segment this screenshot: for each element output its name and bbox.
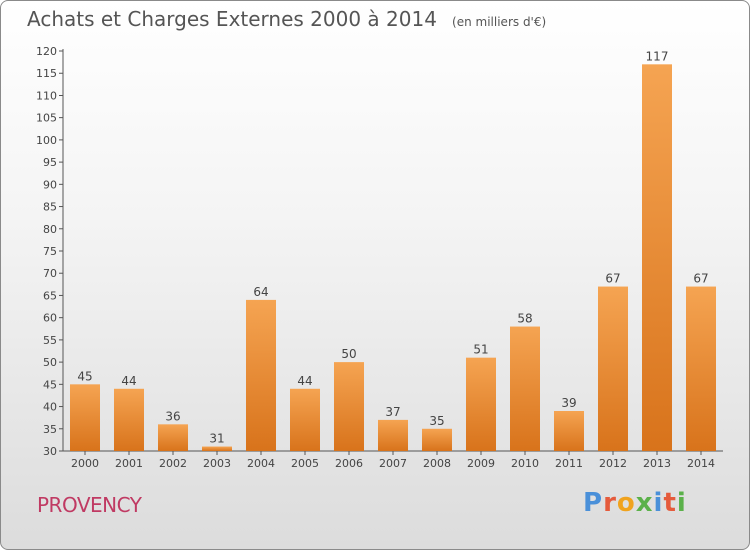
logo-letter: o [616, 488, 636, 518]
bar-2009 [466, 357, 496, 451]
x-tick-label-2009: 2009 [467, 457, 495, 470]
value-label-2001: 44 [121, 374, 136, 388]
logo-letter: P [583, 488, 604, 518]
chart-title: Achats et Charges Externes 2000 à 2014 [27, 7, 437, 31]
proxiti-logo[interactable]: Proxiti [583, 488, 687, 518]
bar-2003 [202, 446, 232, 451]
y-tick-label: 115 [36, 67, 57, 80]
x-tick-label-2006: 2006 [335, 457, 363, 470]
y-tick-label: 65 [43, 289, 57, 302]
value-label-2011: 39 [561, 396, 576, 410]
bar-2001 [114, 388, 144, 451]
x-tick-label-2005: 2005 [291, 457, 319, 470]
bar-2011 [554, 411, 584, 451]
value-labels: 45 44 36 31 64 44 50 37 35 51 58 39 67 117 67 [77, 49, 708, 445]
x-tick-label-2002: 2002 [159, 457, 187, 470]
value-label-2012: 67 [605, 272, 620, 286]
x-tick-label-2012: 2012 [599, 457, 627, 470]
y-tick-label: 80 [43, 223, 57, 236]
commune-name: PROVENCY [37, 493, 142, 517]
value-label-2008: 35 [429, 414, 444, 428]
y-tick-label: 110 [36, 89, 57, 102]
y-tick-label: 70 [43, 267, 57, 280]
chart-title-block: Achats et Charges Externes 2000 à 2014 (… [27, 7, 546, 31]
x-tick-label-2000: 2000 [71, 457, 99, 470]
bar-2004 [246, 299, 276, 451]
value-label-2004: 64 [253, 285, 268, 299]
y-tick-label: 105 [36, 112, 57, 125]
axes: 30 35 40 45 50 55 60 65 70 75 80 85 90 95 100 105 110 115… [36, 45, 723, 470]
y-tick-label: 85 [43, 201, 57, 214]
value-label-2010: 58 [517, 312, 532, 326]
x-tick-label-2014: 2014 [687, 457, 715, 470]
y-tick-label: 95 [43, 156, 57, 169]
value-label-2005: 44 [297, 374, 312, 388]
bar-2006 [334, 362, 364, 451]
y-tick-label: 60 [43, 312, 57, 325]
value-label-2006: 50 [341, 347, 356, 361]
bar-2007 [378, 419, 408, 451]
y-tick-label: 75 [43, 245, 57, 258]
bars [70, 64, 716, 452]
y-tick-label: 120 [36, 45, 57, 58]
bar-2008 [422, 428, 452, 451]
y-tick-label: 30 [43, 445, 57, 458]
value-label-2000: 45 [77, 369, 92, 383]
y-tick-label: 45 [43, 378, 57, 391]
y-tick-label: 40 [43, 401, 57, 414]
bar-2014 [686, 286, 716, 451]
bar-2002 [158, 424, 188, 451]
y-tick-label: 100 [36, 134, 57, 147]
logo-letter: x [635, 488, 654, 518]
bar-2005 [290, 388, 320, 451]
bar-2000 [70, 384, 100, 451]
x-tick-label-2008: 2008 [423, 457, 451, 470]
logo-letter: i [653, 488, 664, 518]
value-label-2002: 36 [165, 409, 180, 423]
logo-letter: i [676, 488, 687, 518]
logo-letter: r [603, 488, 617, 518]
value-label-2014: 67 [693, 272, 708, 286]
bar-2012 [598, 286, 628, 451]
y-tick-label: 50 [43, 356, 57, 369]
y-tick-label: 35 [43, 423, 57, 436]
value-label-2013: 117 [646, 49, 669, 63]
value-label-2003: 31 [209, 432, 224, 446]
x-tick-label-2013: 2013 [643, 457, 671, 470]
x-tick-label-2010: 2010 [511, 457, 539, 470]
x-tick-label-2003: 2003 [203, 457, 231, 470]
x-tick-label-2004: 2004 [247, 457, 275, 470]
y-tick-label: 55 [43, 334, 57, 347]
value-label-2007: 37 [385, 405, 400, 419]
bar-2010 [510, 326, 540, 451]
x-tick-label-2011: 2011 [555, 457, 583, 470]
logo-letter: t [663, 488, 677, 518]
bar-2013 [642, 64, 672, 452]
unit-note: (en milliers d'€) [452, 15, 547, 29]
x-tick-label-2007: 2007 [379, 457, 407, 470]
value-label-2009: 51 [473, 343, 488, 357]
y-tick-label: 90 [43, 178, 57, 191]
x-tick-label-2001: 2001 [115, 457, 143, 470]
